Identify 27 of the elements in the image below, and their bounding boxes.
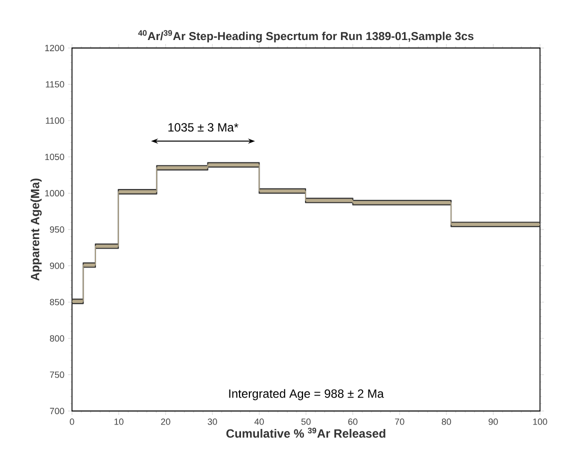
- y-tick-label: 1000: [45, 190, 64, 196]
- y-axis-title: Apparent Age(Ma): [30, 178, 42, 281]
- x-tick-label: 60: [348, 418, 358, 425]
- x-tick-label: 80: [442, 418, 452, 425]
- x-tick-label: 30: [208, 418, 218, 425]
- chart-title: $^{40}$Ar/$^{39}$Ar Step-Heading Specrtum for Run 1389-01,Sample 3cs: [138, 30, 474, 42]
- annotation: 1035 ± 3 Ma*: [168, 123, 238, 132]
- x-tick-label: 50: [301, 418, 311, 425]
- x-tick-label: 100: [533, 418, 548, 425]
- y-tick-label: 900: [50, 262, 64, 269]
- y-tick-label: 700: [50, 408, 64, 414]
- annotation: Intergrated Age = 988 ± 2 Ma: [229, 389, 384, 400]
- y-tick-label: 1050: [45, 154, 64, 160]
- y-tick-label: 1100: [46, 117, 64, 124]
- x-tick-label: 0: [70, 418, 74, 425]
- y-tick-label: 1200: [45, 44, 64, 52]
- y-tick-label: 750: [50, 372, 64, 378]
- x-axis-title: Cumulative % $^{39}$Ar Released: [226, 428, 386, 438]
- x-tick-label: 40: [254, 418, 264, 425]
- y-tick-label: 950: [50, 226, 64, 233]
- x-tick-label: 70: [395, 418, 404, 425]
- x-tick-label: 90: [488, 418, 498, 425]
- y-tick-label: 850: [50, 298, 64, 306]
- y-tick-label: 1150: [46, 81, 64, 88]
- y-tick-label: 800: [50, 335, 64, 342]
- x-tick-label: 20: [161, 418, 170, 425]
- x-tick-label: 10: [114, 418, 124, 425]
